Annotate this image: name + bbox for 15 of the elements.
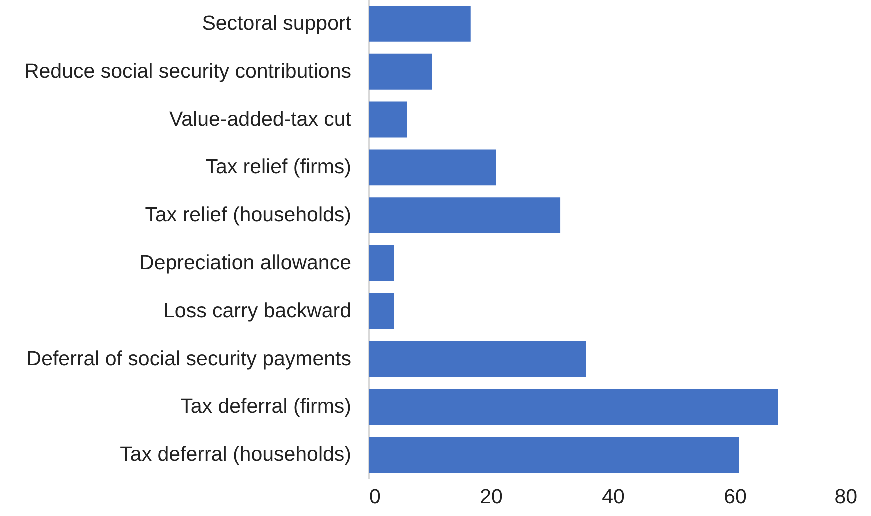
y-tick-label: Loss carry backward — [164, 299, 352, 322]
y-tick-label: Tax relief (firms) — [206, 156, 352, 179]
y-tick-label: Depreciation allowance — [140, 251, 352, 274]
y-tick-label: Tax relief (households) — [145, 204, 352, 227]
x-tick-label: 0 — [370, 486, 381, 508]
y-tick-label: Sectoral support — [202, 12, 352, 35]
y-tick-label: Reduce social security contributions — [24, 60, 352, 83]
y-tick-label: Value-added-tax cut — [170, 108, 352, 131]
y-tick-label: Deferral of social security payments — [26, 347, 352, 370]
x-tick-label: 80 — [834, 486, 858, 508]
y-tick-label: Tax deferral (households) — [120, 443, 352, 466]
x-tick-label: 60 — [724, 486, 747, 508]
x-tick-label: 20 — [480, 486, 503, 508]
x-tick-label: 40 — [602, 486, 625, 508]
y-tick-label: Tax deferral (firms) — [180, 395, 352, 418]
